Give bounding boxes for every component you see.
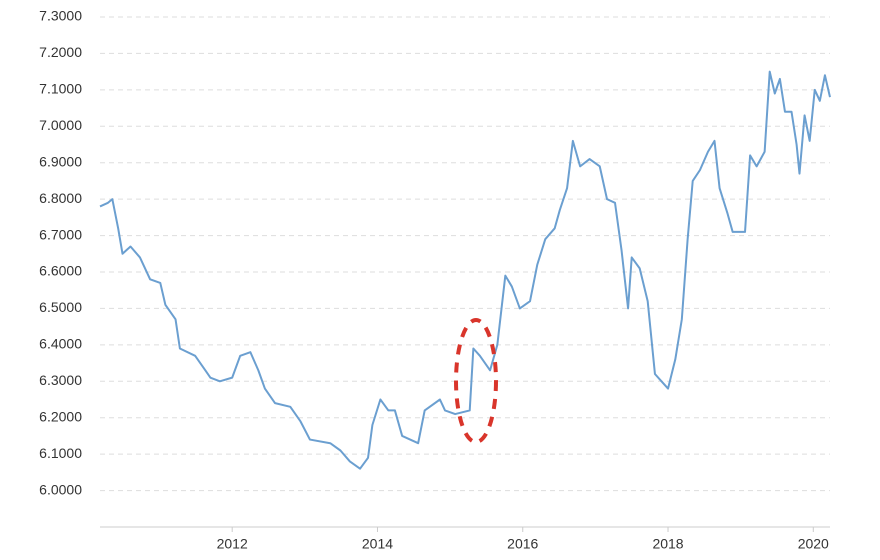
y-tick-label: 6.9000 <box>39 153 82 169</box>
x-tick-label: 2016 <box>507 536 538 552</box>
x-tick-label: 2020 <box>798 536 829 552</box>
y-tick-label: 6.8000 <box>39 190 82 206</box>
y-tick-label: 7.1000 <box>39 81 82 97</box>
y-tick-label: 7.0000 <box>39 117 82 133</box>
x-tick-label: 2014 <box>362 536 393 552</box>
y-tick-label: 7.3000 <box>39 8 82 24</box>
y-tick-label: 6.6000 <box>39 263 82 279</box>
highlight-ellipse <box>454 318 498 444</box>
y-tick-label: 7.2000 <box>39 44 82 60</box>
y-tick-label: 6.4000 <box>39 336 82 352</box>
y-tick-label: 6.3000 <box>39 372 82 388</box>
line <box>99 70 831 470</box>
y-tick-label: 6.0000 <box>39 481 82 497</box>
y-tick-label: 6.2000 <box>39 408 82 424</box>
x-tick-label: 2018 <box>652 536 683 552</box>
y-tick-label: 6.7000 <box>39 226 82 242</box>
x-tick-label: 2012 <box>217 536 248 552</box>
y-tick-label: 6.1000 <box>39 445 82 461</box>
y-tick-label: 6.5000 <box>39 299 82 315</box>
plot-area: 6.0000 6.1000 6.2000 6.3000 6.4000 6.5000 6.60… <box>39 8 831 552</box>
